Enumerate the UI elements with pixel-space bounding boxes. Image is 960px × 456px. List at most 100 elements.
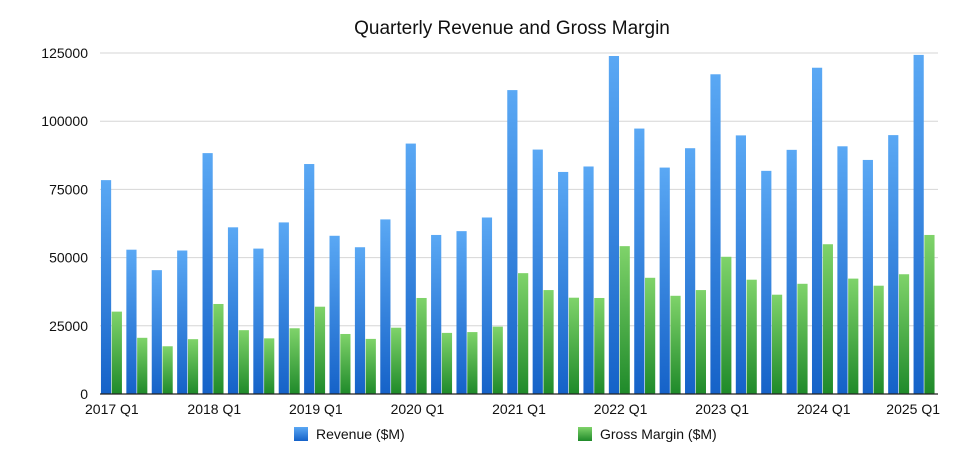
legend-item-gross-margin: Gross Margin ($M) — [578, 426, 717, 442]
revenue-bar — [888, 135, 899, 394]
gross-margin-bar — [264, 338, 275, 394]
revenue-bar — [151, 270, 162, 394]
gross-margin-bar — [289, 328, 300, 394]
revenue-bar — [380, 219, 391, 394]
revenue-bar — [735, 135, 746, 394]
bar-group — [126, 249, 148, 394]
bar-group — [177, 250, 199, 394]
bar-group — [151, 270, 173, 394]
bar-group — [532, 149, 554, 394]
revenue-bar — [177, 250, 188, 394]
legend: Revenue ($M) Gross Margin ($M) — [294, 426, 717, 442]
gross-margin-bar — [568, 297, 580, 394]
x-tick-label: 2019 Q1 — [289, 401, 343, 417]
x-tick-label: 2022 Q1 — [594, 401, 648, 417]
gross-margin-bar — [238, 330, 249, 394]
bar-group — [761, 170, 783, 394]
x-tick-label: 2017 Q1 — [85, 401, 139, 417]
bar-group — [913, 54, 935, 394]
gross-margin-bar — [924, 234, 935, 394]
bar-group — [304, 164, 326, 394]
x-tick-label: 2024 Q1 — [797, 401, 851, 417]
x-tick-label: 2018 Q1 — [187, 401, 241, 417]
gross-margin-bar — [314, 306, 326, 394]
bar-group — [558, 171, 580, 394]
gross-margin-bar — [340, 333, 351, 394]
revenue-bar — [811, 67, 823, 394]
gross-margin-bar — [391, 327, 402, 394]
legend-swatch — [578, 427, 592, 441]
y-tick-label: 50000 — [49, 250, 88, 266]
y-tick-label: 100000 — [41, 113, 88, 129]
bar-group — [735, 135, 757, 394]
bar-group — [354, 247, 376, 394]
x-tick-label: 2021 Q1 — [492, 401, 546, 417]
gross-margin-bar — [645, 277, 656, 394]
gross-margin-bar — [441, 332, 453, 394]
legend-label: Revenue ($M) — [316, 426, 405, 442]
bar-group — [227, 227, 249, 394]
gross-margin-bar — [771, 294, 783, 394]
gross-margin-bar — [467, 332, 478, 394]
legend-label: Gross Margin ($M) — [600, 426, 717, 442]
revenue-bar — [558, 171, 569, 394]
gross-margin-bar — [492, 326, 503, 394]
bar-group — [431, 234, 453, 394]
bar-group — [685, 148, 706, 394]
bar-group — [507, 90, 529, 394]
bar-group — [811, 67, 833, 394]
gross-margin-bar — [365, 338, 376, 394]
revenue-bar — [685, 148, 696, 394]
revenue-bar — [862, 159, 873, 394]
revenue-bar — [710, 74, 721, 395]
revenue-bar — [634, 128, 645, 394]
legend-swatch — [294, 427, 308, 441]
bar-group — [380, 219, 402, 394]
gross-margin-bar — [543, 290, 554, 394]
gross-margin-bar — [594, 297, 605, 394]
gross-margin-bar — [111, 311, 122, 394]
y-axis-ticks: 0 25000 50000 75000 100000 125000 — [41, 45, 88, 402]
gross-margin-bar — [162, 346, 173, 394]
revenue-bar — [431, 234, 442, 394]
bar-group — [405, 143, 427, 394]
gross-margin-bar — [416, 297, 427, 394]
bar-group — [888, 135, 910, 394]
bar-group — [608, 56, 630, 395]
bar-group — [710, 74, 732, 395]
revenue-bar — [253, 248, 264, 394]
revenue-bar — [304, 164, 315, 394]
revenue-bar — [354, 247, 366, 394]
revenue-bar — [608, 56, 620, 395]
gross-margin-bar — [873, 285, 884, 394]
bar-group — [786, 149, 808, 394]
gross-margin-bar — [898, 274, 910, 394]
y-tick-label: 25000 — [49, 318, 88, 334]
bar-group — [278, 222, 300, 394]
legend-item-revenue: Revenue ($M) — [294, 426, 405, 442]
revenue-bar — [837, 146, 848, 394]
y-tick-label: 0 — [80, 386, 88, 402]
revenue-bar — [100, 180, 112, 394]
revenue-bar — [481, 217, 493, 394]
bar-group — [202, 153, 224, 394]
revenue-bar — [405, 143, 416, 394]
gross-margin-bar — [187, 339, 199, 394]
x-tick-label: 2023 Q1 — [695, 401, 749, 417]
revenue-bar — [532, 149, 543, 394]
gross-margin-bar — [518, 273, 529, 394]
gross-margin-bar — [848, 278, 859, 394]
revenue-bar — [913, 54, 924, 394]
bar-group — [456, 231, 478, 394]
x-tick-label: 2020 Q1 — [391, 401, 445, 417]
gross-margin-bar — [213, 303, 224, 394]
bar-group — [862, 159, 884, 394]
gross-margin-bar — [695, 290, 706, 394]
revenue-bar — [583, 166, 594, 394]
x-axis-ticks: 2017 Q1 2018 Q1 2019 Q1 2020 Q1 2021 Q1 2022 … — [85, 401, 940, 417]
bar-group — [253, 248, 275, 394]
gross-margin-bar — [721, 256, 732, 394]
revenue-bar — [786, 149, 797, 394]
gross-margin-bar — [619, 246, 630, 394]
